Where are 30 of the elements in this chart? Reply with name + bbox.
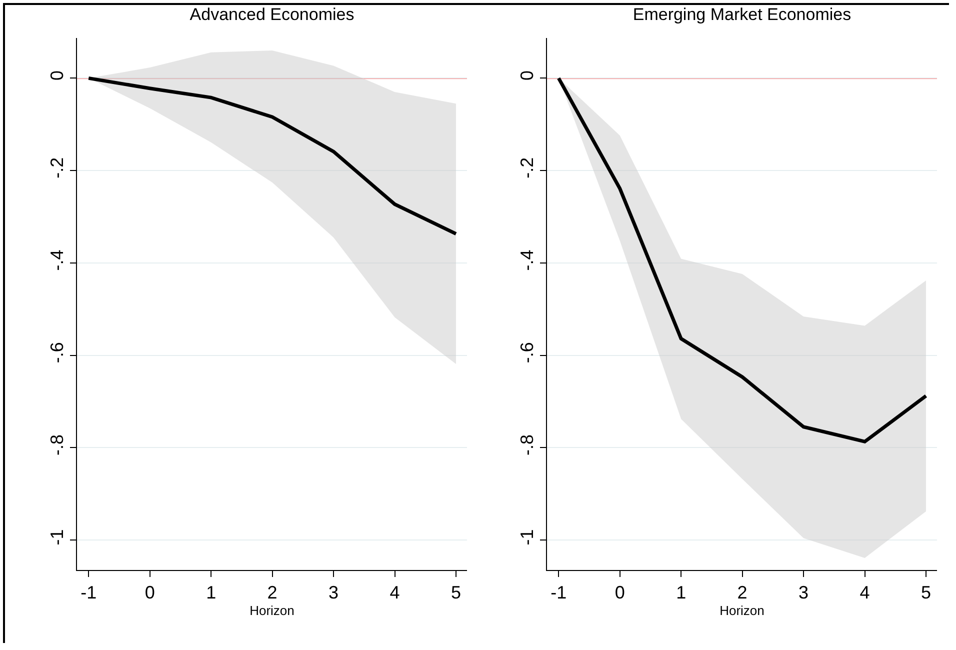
x-tick-label: 1 xyxy=(676,582,686,603)
y-tick-label: -1 xyxy=(516,529,537,546)
x-axis-title: Horizon xyxy=(250,603,294,618)
x-axis-title: Horizon xyxy=(720,603,764,618)
x-tick-label: 3 xyxy=(328,582,339,603)
y-tick-label: -.2 xyxy=(46,157,67,178)
x-tick-label: 5 xyxy=(450,582,461,603)
y-tick-label: -.6 xyxy=(46,342,67,364)
x-tick-label: 4 xyxy=(390,582,400,603)
y-tick-label: -.6 xyxy=(516,342,537,364)
x-tick-label: 0 xyxy=(144,582,155,603)
y-tick-label: 0 xyxy=(516,70,537,80)
x-tick-label: 0 xyxy=(614,582,625,603)
y-tick-label: -.2 xyxy=(516,157,537,178)
x-tick-label: 3 xyxy=(798,582,809,603)
y-tick-label: -.4 xyxy=(516,250,537,271)
x-tick-label: -1 xyxy=(80,582,97,603)
chart-title: Emerging Market Economies xyxy=(632,5,852,24)
x-tick-label: 4 xyxy=(860,582,870,603)
chart-title: Advanced Economies xyxy=(190,5,354,24)
y-tick-label: 0 xyxy=(46,70,67,80)
x-tick-label: -1 xyxy=(550,582,567,603)
x-tick-label: 1 xyxy=(206,582,216,603)
y-tick-label: -1 xyxy=(46,529,67,546)
y-tick-label: -.8 xyxy=(46,434,67,456)
x-tick-label: 2 xyxy=(267,582,278,603)
x-tick-label: 2 xyxy=(737,582,748,603)
x-tick-label: 5 xyxy=(920,582,931,603)
y-tick-label: -.8 xyxy=(516,434,537,456)
y-tick-label: -.4 xyxy=(46,250,67,271)
